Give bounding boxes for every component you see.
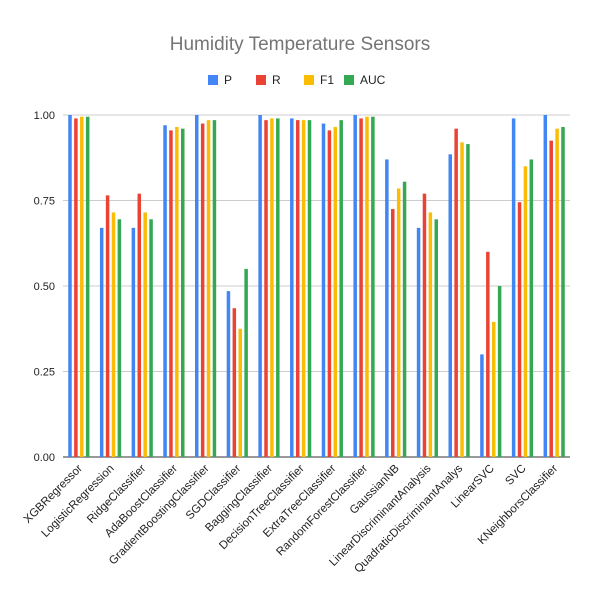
chart-title: Humidity Temperature Sensors [170,34,430,55]
bar-auc-svc [529,159,534,457]
x-axis-ticks: XGBRegressorLogisticRegressionRidgeClass… [22,462,561,575]
bar-f1-extratreeclassifier [333,126,338,457]
bar-f1-kneighborsclassifier [555,128,559,457]
bar-p-sgdclassifier [226,291,231,457]
bar-auc-extratreeclassifier [339,120,343,457]
bar-r-svc [517,202,522,457]
bar-f1-sgdclassifier [238,328,242,457]
bar-p-decisiontreeclassifier [290,118,294,458]
bar-p-gradientboostingclassifier [194,115,199,457]
legend-swatch-r [256,75,266,85]
bar-p-adaboostclassifier [163,125,167,457]
bar-f1-decisiontreeclassifier [301,120,306,457]
legend-swatch-f1 [304,75,314,85]
bar-auc-logisticregression [117,219,122,457]
gridlines [63,114,570,458]
bar-p-svc [511,118,516,458]
x-tick-label: SGDClassifier [184,463,244,523]
bar-auc-kneighborsclassifier [561,126,565,457]
y-tick-label: 0.50 [34,281,55,293]
bar-r-kneighborsclassifier [549,140,553,457]
bar-f1-ridgeclassifier [143,212,147,457]
bar-r-linearsvc [486,251,490,457]
y-axis-ticks: 0.00 0.25 0.50 0.75 1.00 [34,110,55,464]
bar-f1-lineardiscriminantanalysis [428,212,433,457]
legend-label-p: P [224,73,232,87]
bar-auc-gaussiannb [402,181,407,457]
bar-p-extratreeclassifier [321,123,326,458]
legend-label-f1: F1 [320,73,334,87]
bar-auc-gradientboostingclassifier [212,120,217,457]
bar-f1-adaboostclassifier [175,126,179,457]
bar-r-gradientboostingclassifier [200,123,205,458]
bar-r-quadraticdiscriminantanalys [454,128,458,457]
bar-p-randomforestclassifier [353,115,357,457]
bar-r-baggingclassifier [264,120,268,457]
x-tick-label: SVC [503,463,528,488]
legend-swatch-auc [344,75,354,85]
bar-p-lineardiscriminantanalysis [416,227,421,457]
bar-f1-gradientboostingclassifier [206,120,211,457]
bar-p-logisticregression [99,227,104,457]
bar-r-extratreeclassifier [327,130,332,457]
bar-auc-decisiontreeclassifier [307,120,312,457]
legend: P R F1 AUC [208,73,386,87]
bar-r-logisticregression [105,195,110,457]
bar-p-linearsvc [480,354,484,457]
legend-label-auc: AUC [360,73,386,87]
bar-f1-randomforestclassifier [365,116,369,458]
bar-p-quadraticdiscriminantanalys [448,154,452,457]
bar-p-ridgeclassifier [131,227,136,457]
bar-auc-randomforestclassifier [371,116,375,458]
bar-r-lineardiscriminantanalysis [422,193,427,457]
bar-auc-ridgeclassifier [149,219,153,457]
bar-r-adaboostclassifier [169,130,173,457]
legend-swatch-p [208,75,218,85]
bar-auc-sgdclassifier [244,268,248,457]
y-tick-label: 1.00 [34,110,55,122]
bar-p-xgbregressor [68,115,72,457]
bar-f1-svc [523,166,528,458]
bar-r-ridgeclassifier [137,193,142,457]
bar-r-xgbregressor [74,118,78,458]
bar-p-baggingclassifier [258,115,262,457]
bars [68,115,565,458]
bar-auc-xgbregressor [85,116,90,458]
bar-auc-lineardiscriminantanalysis [434,219,439,457]
y-tick-label: 0.00 [34,452,55,464]
bar-f1-linearsvc [491,321,496,457]
bar-auc-quadraticdiscriminantanalys [466,144,470,457]
bar-f1-baggingclassifier [270,118,274,458]
bar-p-gaussiannb [385,159,389,457]
y-tick-label: 0.25 [34,367,55,379]
bar-auc-baggingclassifier [276,118,280,458]
y-tick-label: 0.75 [34,196,55,208]
bar-f1-xgbregressor [80,116,84,458]
bar-auc-adaboostclassifier [181,128,185,457]
bar-f1-gaussiannb [396,188,401,457]
bar-r-randomforestclassifier [359,118,363,458]
bar-r-decisiontreeclassifier [295,120,300,457]
legend-label-r: R [272,73,281,87]
bar-r-gaussiannb [391,209,395,457]
bar-r-sgdclassifier [232,308,237,457]
bar-p-kneighborsclassifier [543,115,548,457]
bar-f1-quadraticdiscriminantanalys [460,142,464,458]
bar-f1-logisticregression [111,212,116,457]
bar-auc-linearsvc [497,286,502,457]
